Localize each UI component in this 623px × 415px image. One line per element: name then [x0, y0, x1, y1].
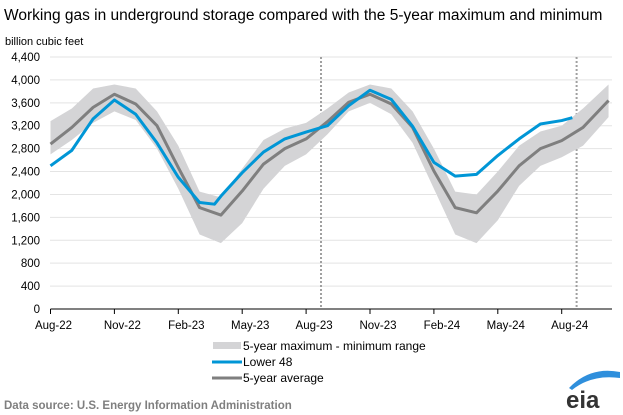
- chart-title: Working gas in underground storage compa…: [4, 7, 602, 24]
- x-tick-label: Aug-23: [296, 320, 333, 332]
- y-tick-label: 3,600: [11, 98, 40, 110]
- x-tick-label: Nov-22: [104, 320, 141, 332]
- y-tick-label: 1,200: [11, 235, 40, 247]
- y-tick-label: 3,200: [11, 121, 40, 133]
- x-tick-label: Aug-22: [35, 320, 72, 332]
- legend-label-range: 5-year maximum - minimum range: [243, 339, 426, 353]
- x-tick-label: May-23: [231, 320, 269, 332]
- svg-text:eia: eia: [566, 387, 600, 414]
- legend-swatch-range: [213, 342, 241, 349]
- eia-logo: eia: [566, 370, 620, 414]
- y-tick-label: 4,000: [11, 75, 40, 87]
- y-tick-label: 0: [34, 304, 40, 316]
- series-line-5yr-average: [49, 92, 610, 217]
- y-tick-label: 4,400: [11, 52, 40, 64]
- y-tick-label: 2,400: [11, 167, 40, 179]
- legend-label-average: 5-year average: [243, 371, 324, 385]
- x-tick-label: May-24: [487, 320, 526, 332]
- x-tick-label: Feb-24: [424, 320, 461, 332]
- series-line-lower48: [49, 88, 573, 206]
- legend: 5-year maximum - minimum range Lower 48 …: [212, 339, 426, 385]
- y-tick-label: 800: [21, 258, 40, 270]
- x-tick-label: Aug-24: [551, 320, 589, 332]
- range-band: [50, 84, 609, 244]
- legend-label-lower48: Lower 48: [243, 355, 293, 369]
- y-tick-label: 2,800: [11, 144, 40, 156]
- y-tick-label: 1,600: [11, 212, 40, 224]
- x-tick-label: Feb-23: [168, 320, 204, 332]
- y-tick-label: 2,000: [11, 189, 40, 201]
- source-note: Data source: U.S. Energy Information Adm…: [4, 400, 292, 412]
- x-tick-label: Nov-23: [359, 320, 396, 332]
- y-tick-label: 400: [21, 281, 40, 293]
- y-axis-label: billion cubic feet: [5, 36, 83, 48]
